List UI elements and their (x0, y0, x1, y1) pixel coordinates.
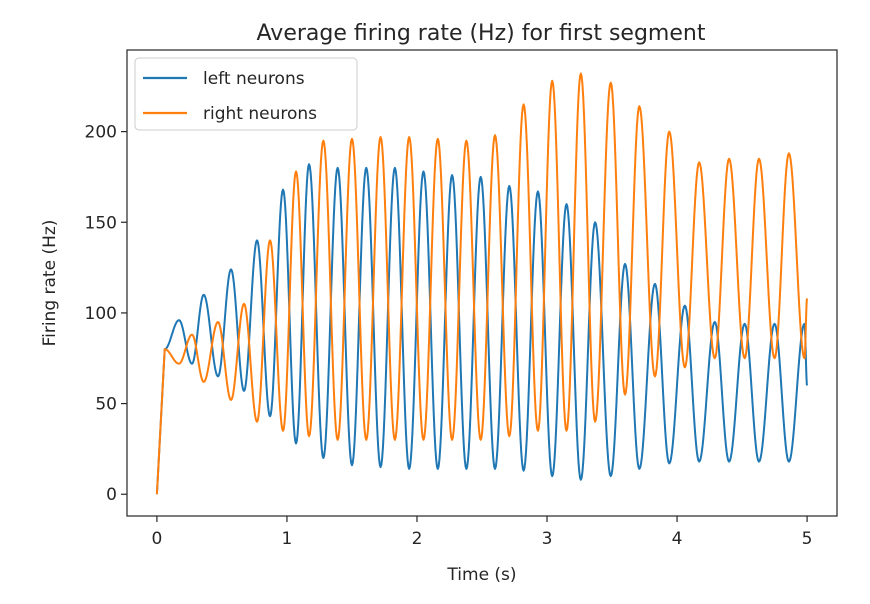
chart-title: Average firing rate (Hz) for first segme… (257, 21, 706, 46)
x-tick-label: 0 (151, 529, 162, 549)
legend-box (134, 57, 358, 131)
y-tick-label: 0 (106, 485, 117, 505)
y-axis-label: Firing rate (Hz) (40, 220, 60, 347)
legend-label-left-neurons: left neurons (203, 69, 305, 89)
legend: left neurons right neurons (134, 57, 358, 131)
y-tick-label: 200 (85, 123, 117, 143)
x-axis: 0 1 2 3 4 5 (151, 516, 813, 549)
y-axis: 0 50 100 150 200 (85, 123, 127, 505)
x-tick-label: 2 (412, 529, 423, 549)
x-axis-label: Time (s) (446, 565, 516, 585)
legend-label-right-neurons: right neurons (203, 104, 317, 124)
x-tick-label: 4 (672, 529, 683, 549)
y-tick-label: 150 (85, 213, 117, 233)
plot-area (155, 72, 809, 495)
plot-frame (126, 49, 838, 517)
series-line-left-neurons (155, 163, 809, 495)
x-tick-label: 3 (542, 529, 553, 549)
y-tick-label: 50 (95, 395, 117, 415)
x-tick-label: 1 (282, 529, 293, 549)
x-tick-label: 5 (802, 529, 813, 549)
series-line-right-neurons (155, 72, 809, 495)
y-tick-label: 100 (85, 304, 117, 324)
